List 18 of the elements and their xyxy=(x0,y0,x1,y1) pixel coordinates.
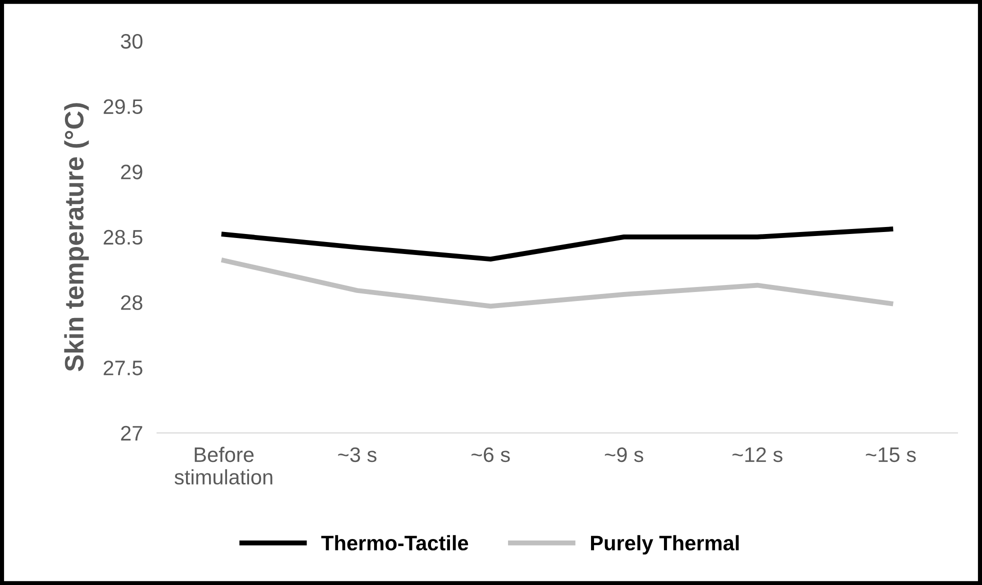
x-tick-label: ~3 s xyxy=(338,447,376,462)
y-tick-label: 29 xyxy=(121,164,142,180)
x-tick-label: ~15 s xyxy=(866,448,916,462)
y-tick-label: 30 xyxy=(120,34,142,49)
legend-label: Purely Thermal xyxy=(591,535,739,555)
y-tick-label: 29.5 xyxy=(104,99,142,114)
y-tick-label: 28 xyxy=(121,295,142,310)
legend-label: Thermo-Tactile xyxy=(321,535,468,550)
x-tick-label: ~6 s xyxy=(472,447,510,462)
x-tick-label: ~9 s xyxy=(604,447,644,462)
y-tick-label: 27 xyxy=(121,426,142,440)
line-series xyxy=(221,258,894,309)
y-axis-title: Skin temperature (°C) xyxy=(64,103,89,372)
y-tick-label: 27.5 xyxy=(104,360,142,376)
x-tick-label: ~12 s xyxy=(732,447,782,462)
line-series xyxy=(221,226,894,262)
y-tick-label: 28.5 xyxy=(104,230,142,245)
x-tick-label: Before stimulation xyxy=(174,446,272,485)
